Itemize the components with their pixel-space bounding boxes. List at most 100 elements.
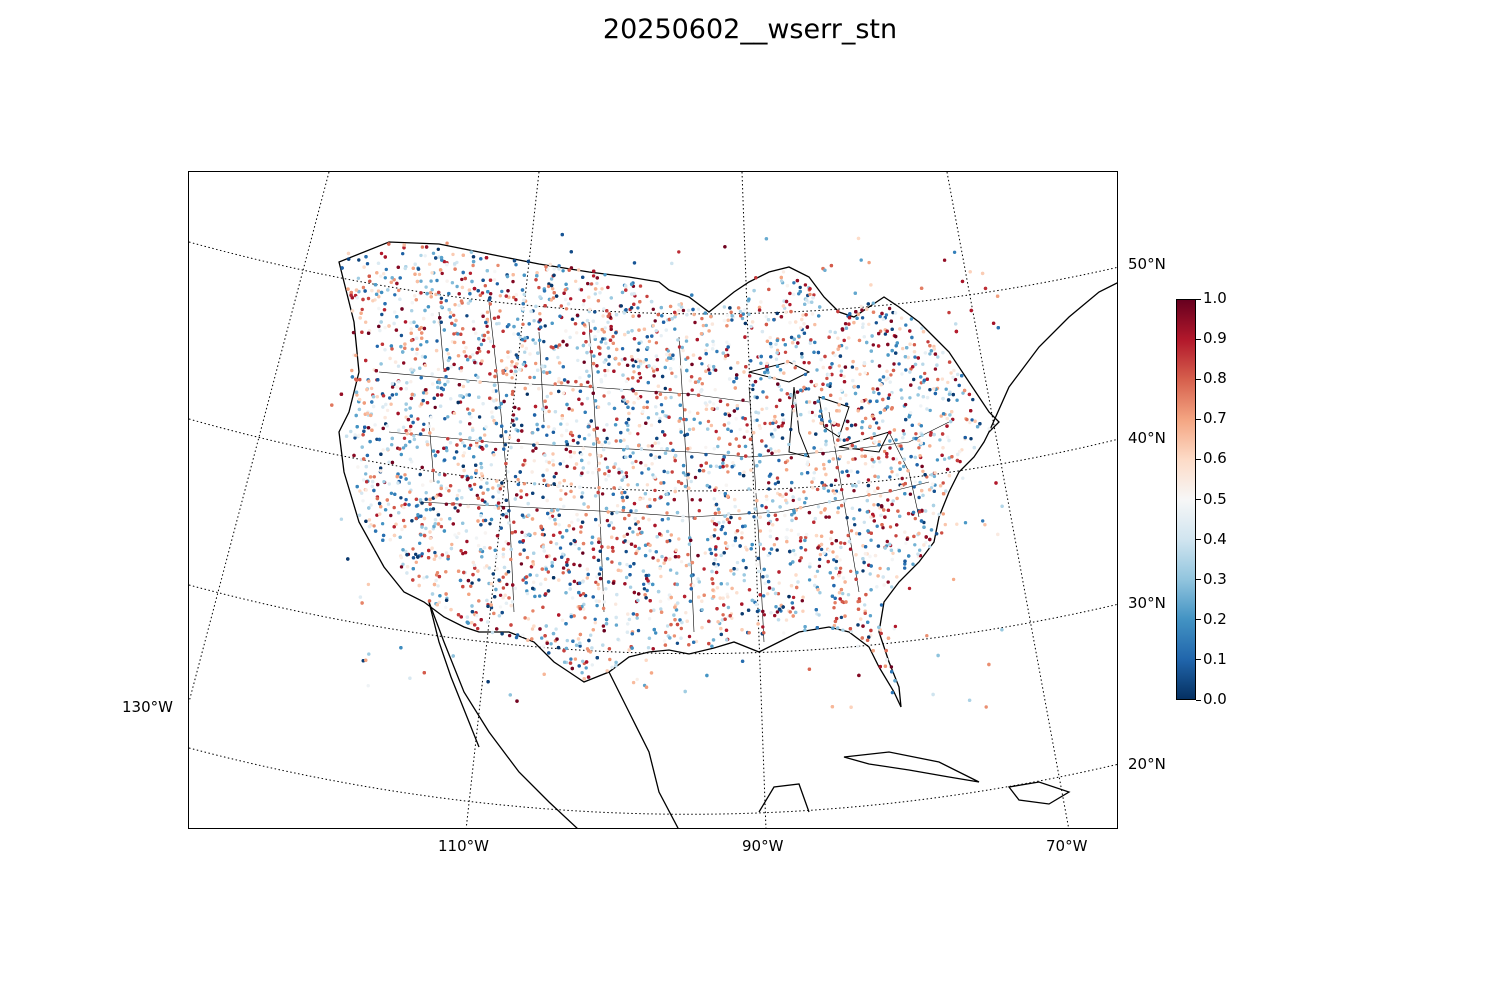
station-point	[755, 516, 759, 520]
station-point	[599, 380, 604, 384]
station-point	[677, 345, 682, 349]
station-point	[684, 611, 688, 615]
station-point	[973, 419, 977, 423]
station-point	[775, 537, 779, 541]
station-point	[723, 356, 727, 361]
station-point	[548, 262, 552, 267]
station-point	[807, 578, 812, 582]
station-point	[637, 546, 641, 551]
station-point	[583, 616, 587, 620]
station-point	[590, 646, 594, 650]
station-point	[369, 386, 374, 391]
station-point	[644, 685, 649, 689]
station-point	[532, 319, 536, 323]
station-point	[414, 497, 419, 501]
station-point	[399, 496, 403, 500]
station-point	[377, 324, 381, 329]
station-point	[544, 624, 548, 628]
station-point	[597, 468, 601, 472]
station-point	[552, 273, 556, 277]
station-point	[418, 541, 422, 545]
station-point	[641, 496, 645, 501]
station-point	[812, 520, 816, 524]
station-point	[498, 605, 503, 609]
station-point	[402, 361, 406, 365]
station-point	[698, 421, 702, 425]
station-point	[560, 555, 564, 559]
station-point	[849, 529, 854, 533]
station-point	[387, 242, 391, 246]
station-point	[453, 303, 457, 307]
station-point	[854, 553, 858, 557]
station-point	[568, 661, 573, 665]
station-point	[862, 520, 866, 524]
station-point	[354, 353, 358, 358]
station-point	[851, 483, 855, 488]
station-point	[697, 595, 701, 599]
station-point	[423, 363, 427, 368]
station-point	[597, 572, 602, 576]
station-point	[958, 449, 962, 454]
station-point	[530, 627, 535, 631]
station-point	[819, 447, 823, 452]
station-point	[882, 508, 886, 512]
station-point	[532, 580, 536, 584]
station-point	[791, 614, 795, 618]
station-point	[532, 624, 536, 628]
station-point	[711, 516, 716, 521]
station-point	[849, 569, 853, 573]
station-point	[807, 410, 812, 414]
station-point	[557, 613, 561, 617]
station-point	[647, 339, 652, 344]
station-point	[683, 689, 687, 694]
station-point	[436, 480, 440, 484]
station-point	[461, 464, 465, 468]
station-point	[917, 446, 921, 450]
station-point	[595, 575, 599, 579]
station-point	[886, 498, 890, 502]
station-point	[834, 559, 839, 564]
station-point	[844, 393, 848, 397]
station-point	[546, 267, 550, 272]
station-point	[819, 510, 823, 515]
station-point	[503, 443, 508, 447]
station-point	[928, 408, 932, 413]
station-point	[766, 579, 771, 584]
station-point	[487, 566, 491, 570]
station-point	[505, 582, 509, 587]
station-point	[429, 415, 433, 419]
station-point	[833, 619, 838, 624]
station-point	[557, 264, 561, 268]
station-point	[803, 372, 808, 377]
station-point	[800, 355, 804, 359]
station-point	[418, 432, 423, 436]
station-point	[933, 352, 938, 356]
station-point	[488, 302, 492, 306]
station-point	[765, 339, 770, 343]
station-point	[886, 580, 890, 584]
station-point	[545, 468, 549, 472]
station-point	[559, 304, 563, 308]
station-point	[734, 437, 738, 441]
station-point	[810, 410, 814, 415]
station-point	[389, 491, 394, 495]
station-point	[860, 447, 864, 452]
station-point	[506, 289, 510, 293]
station-point	[458, 432, 462, 436]
station-point	[722, 551, 726, 555]
station-point	[650, 462, 654, 466]
station-point	[521, 578, 525, 582]
station-point	[780, 436, 785, 440]
station-point	[500, 289, 504, 294]
station-point	[595, 437, 599, 441]
station-point	[475, 613, 479, 618]
station-point	[733, 504, 737, 509]
station-point	[455, 497, 459, 501]
station-point	[597, 453, 601, 458]
station-point	[1000, 628, 1004, 632]
station-point	[402, 505, 406, 510]
station-point	[741, 398, 745, 402]
station-point	[438, 316, 442, 320]
station-point	[536, 368, 540, 372]
station-point	[861, 325, 865, 329]
